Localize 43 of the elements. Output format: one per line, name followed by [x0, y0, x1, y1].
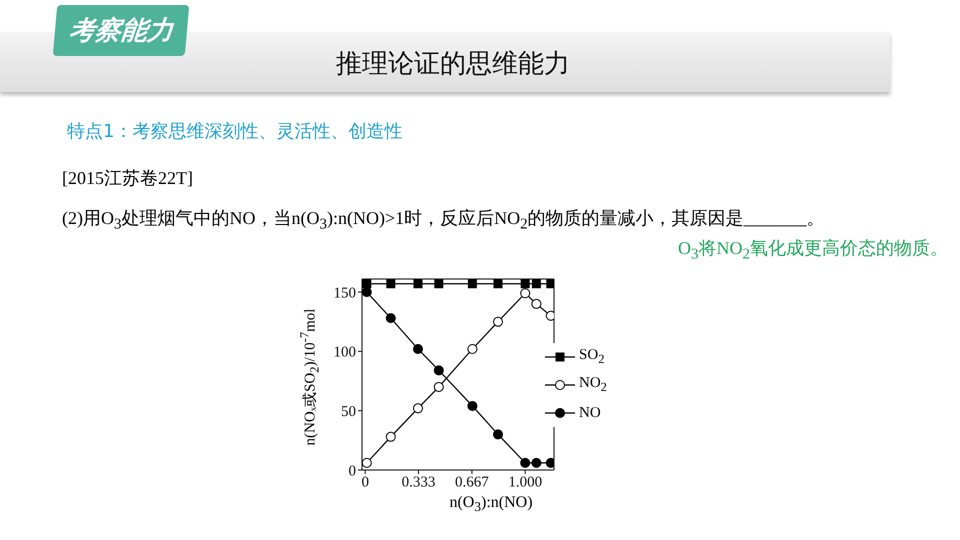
legend-label: NO$_{2}$ [579, 375, 607, 395]
point [520, 279, 530, 288]
x-tick-label: 0 [361, 474, 369, 491]
point [493, 429, 503, 440]
point [520, 458, 530, 468]
text: [2015江苏卷22T] [62, 167, 193, 190]
y-tick-label: 0 [348, 463, 356, 480]
point [493, 316, 503, 327]
point [434, 279, 444, 288]
chart-subtitle: 特点1：考察思维深刻性、灵活性、创造性 [67, 120, 402, 143]
y-tick-label: 50 [341, 404, 356, 420]
legend-label: NO [579, 404, 601, 422]
point [468, 279, 477, 288]
x-tick-label: 1.000 [508, 474, 542, 491]
point [362, 279, 372, 288]
point [413, 403, 423, 414]
text: 考察能力 [52, 5, 190, 56]
text: O$_{3}$将NO$_{2}$氧化成更高价态的物质。 [678, 237, 948, 264]
point [520, 288, 530, 298]
point [532, 279, 541, 288]
point [434, 365, 444, 376]
text: (2)用O$_{3}$处理烟气中的NO，当n(O$_{3}$):n(NO)>1时，反应后NO$_{2}$的物质的量减小，其原因是_______。 [62, 207, 825, 234]
point [434, 382, 444, 392]
point [362, 458, 372, 468]
point [531, 298, 542, 309]
point [546, 279, 554, 288]
y-tick-label: 150 [334, 285, 356, 302]
point [467, 344, 478, 354]
point [467, 400, 478, 411]
point [362, 287, 372, 298]
legend-label: SO$_{2}$ [579, 347, 604, 367]
point [386, 432, 396, 442]
x-axis-title: n(O$_{3}$):n(NO) [448, 494, 534, 516]
y-tick-label: 100 [334, 344, 356, 361]
point [531, 458, 542, 468]
point [413, 344, 423, 354]
point [494, 279, 502, 288]
point [414, 279, 422, 288]
x-tick-label: 0.667 [455, 474, 490, 491]
chart-title: 推理论证的思维能力 [336, 49, 570, 79]
point [386, 313, 396, 324]
x-tick-label: 0.333 [402, 474, 436, 491]
point [386, 279, 396, 288]
